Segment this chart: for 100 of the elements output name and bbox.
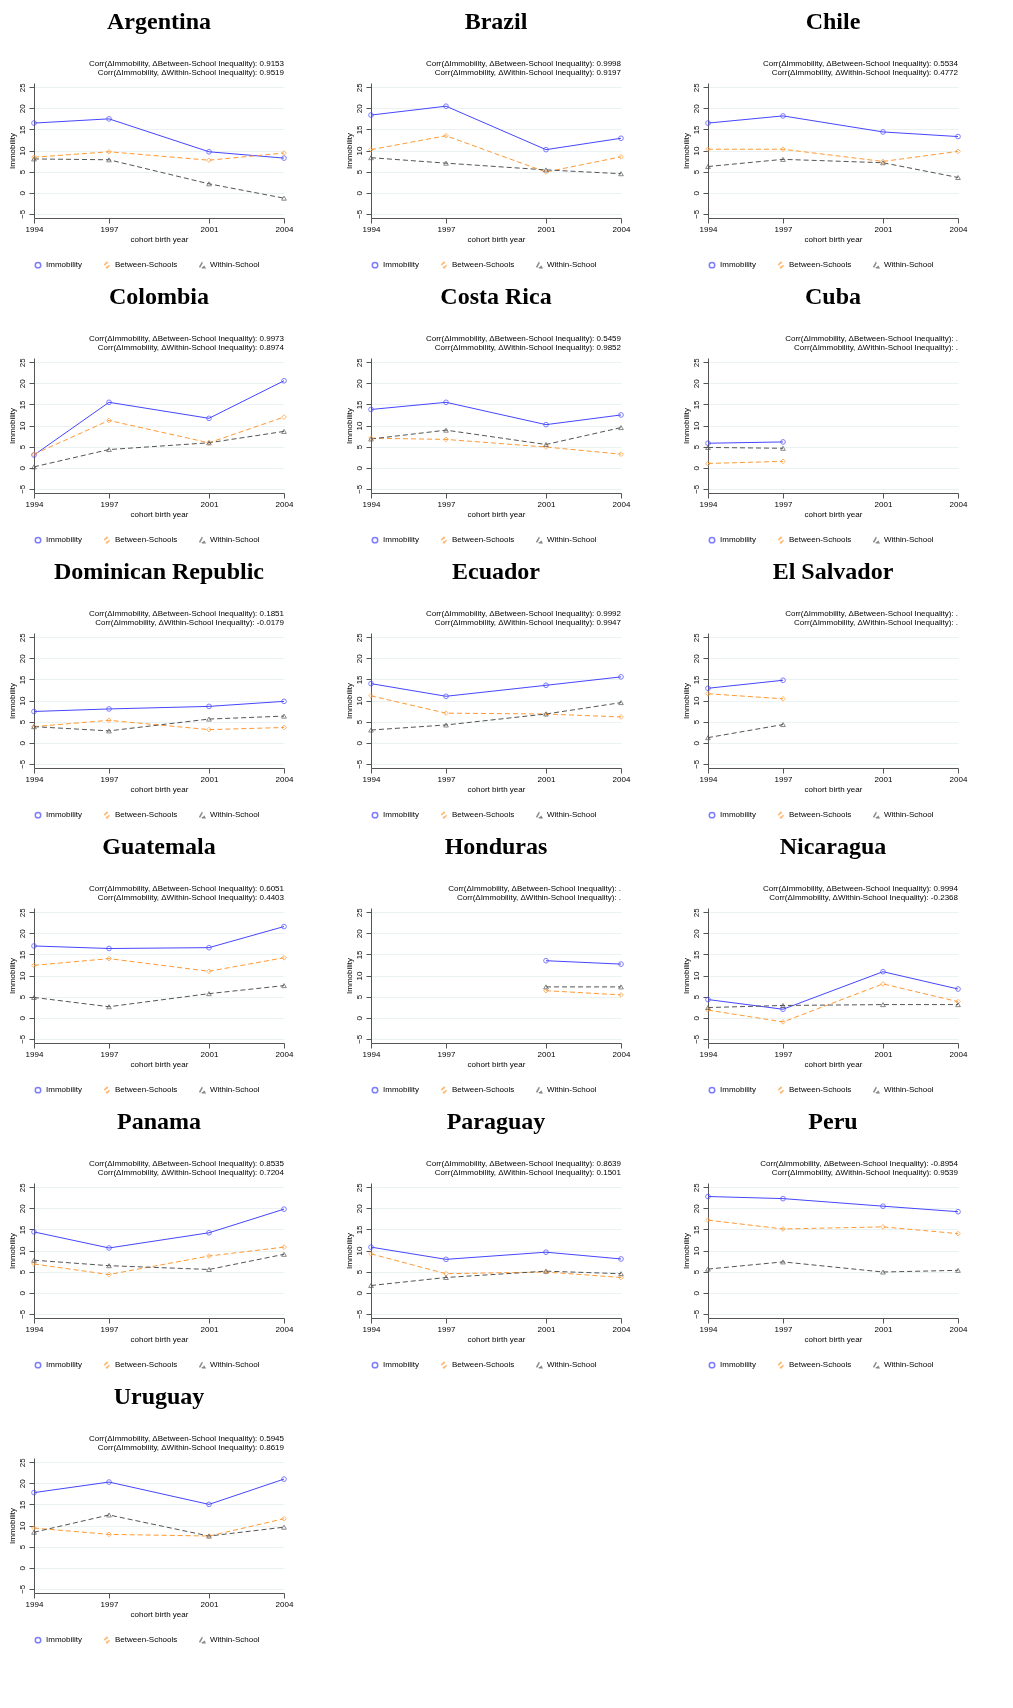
x-tick-label: 2001 [200,1049,219,1059]
point [206,1229,212,1236]
text: Corr(ΔImmobility, ΔBetween-School Inequality): 0.8639 [425,1159,622,1168]
y-tick-label: −5 [17,1034,27,1044]
x-axis-title: cohort birth year [467,509,526,519]
x-tick-label: 1997 [100,774,119,784]
legend-label: Immobility [46,1085,83,1095]
y-tick-label: −5 [17,1584,27,1594]
y-tick-label: −5 [17,209,27,219]
y-tick-label: 10 [17,1246,27,1256]
x-tick-label: 2004 [612,774,631,784]
x-tick-label: 2004 [949,1049,968,1059]
y-tick-label: 25 [17,1457,27,1468]
x-axis-title: cohort birth year [130,509,189,519]
y-tick-label: 20 [691,378,701,389]
point [31,1257,37,1263]
point [31,1525,37,1531]
y-tick-label: 25 [691,632,701,643]
x-tick-label: 1997 [774,499,793,509]
x-tick-label: 2004 [949,499,968,509]
legend-label: Within-School [884,810,934,820]
x-tick-label: 1994 [25,1049,44,1059]
y-tick-label: 15 [17,674,27,685]
text: Corr(ΔImmobility, ΔWithin-School Inequality): 0.8619 [97,1443,285,1452]
y-tick-label: 20 [691,103,701,114]
text: Corr(ΔImmobility, ΔBetween-School Inequality): 0.5534 [762,59,959,68]
y-axis-title: Immobility [7,957,17,995]
x-tick-label: 1994 [25,224,44,234]
point [443,693,449,700]
point [106,1531,112,1538]
point [31,464,37,470]
point [955,1267,961,1273]
point [780,1195,786,1202]
point [368,693,374,699]
text: Corr(ΔImmobility, ΔBetween-School Inequality): 0.5945 [88,1434,285,1443]
legend-label: Immobility [46,260,83,270]
y-tick-label: 10 [691,971,701,981]
x-tick-label: 2001 [200,499,219,509]
y-tick-label: 10 [354,146,364,156]
point [443,722,449,728]
text: Corr(ΔImmobility, ΔBetween-School Inequality): 0.1851 [88,609,285,618]
x-tick-label: 2001 [537,499,556,509]
x-axis-title: cohort birth year [804,509,863,519]
y-tick-label: 20 [354,928,364,939]
y-tick-label: 10 [17,696,27,706]
y-axis-title: Immobility [344,132,354,170]
line-series [368,1251,624,1281]
x-tick-label: 2004 [612,1049,631,1059]
point [780,1002,786,1008]
point [106,955,112,962]
point [443,103,449,110]
point [206,415,212,422]
point [206,157,212,164]
text: Corr(ΔImmobility, ΔWithin-School Inequality): . [794,618,958,627]
y-tick-label: 0 [354,1290,364,1296]
legend-label: Within-School [547,1085,597,1095]
x-axis-title: cohort birth year [467,1334,526,1344]
y-axis-title: Immobility [7,132,17,170]
point [106,417,112,424]
y-tick-label: 5 [691,994,701,1000]
y-tick-label: 10 [17,146,27,156]
x-tick-label: 1994 [362,1324,381,1334]
text: Corr(ΔImmobility, ΔWithin-School Inequality): 0.8974 [97,343,285,352]
point [955,1230,961,1237]
point [281,983,287,989]
x-tick-label: 1994 [25,1324,44,1334]
y-axis-title: Immobility [681,407,691,445]
x-tick-label: 2004 [612,1324,631,1334]
text: Corr(ΔImmobility, ΔBetween-School Inequality): 0.8535 [88,1159,285,1168]
x-tick-label: 1994 [362,224,381,234]
point [618,714,624,720]
x-tick-label: 2001 [537,224,556,234]
point [281,713,287,719]
legend-label: Between-Schools [115,535,178,545]
point [618,153,624,160]
y-tick-label: 5 [17,444,27,450]
x-tick-label: 1997 [100,1049,119,1059]
y-tick-label: 5 [354,444,364,450]
y-tick-label: 25 [354,1182,364,1193]
y-tick-label: 20 [17,928,27,939]
point [705,460,711,467]
chart-title: Uruguay [113,1383,205,1409]
point [880,968,886,975]
x-axis-title: cohort birth year [130,234,189,244]
y-tick-label: 0 [691,1015,701,1021]
y-tick-label: 0 [17,740,27,746]
legend-label: Between-Schools [452,1360,515,1370]
y-tick-label: 25 [354,82,364,93]
y-axis-title: Immobility [681,132,691,170]
point [443,160,449,166]
y-tick-label: 20 [691,653,701,664]
point [106,706,112,712]
point [780,458,786,465]
y-axis-title: Immobility [344,682,354,720]
point [880,1203,886,1210]
x-tick-label: 1994 [362,499,381,509]
y-tick-label: 5 [17,994,27,1000]
x-tick-label: 1994 [25,1599,44,1609]
point [443,427,449,433]
chart-title: Nicaragua [779,833,887,859]
